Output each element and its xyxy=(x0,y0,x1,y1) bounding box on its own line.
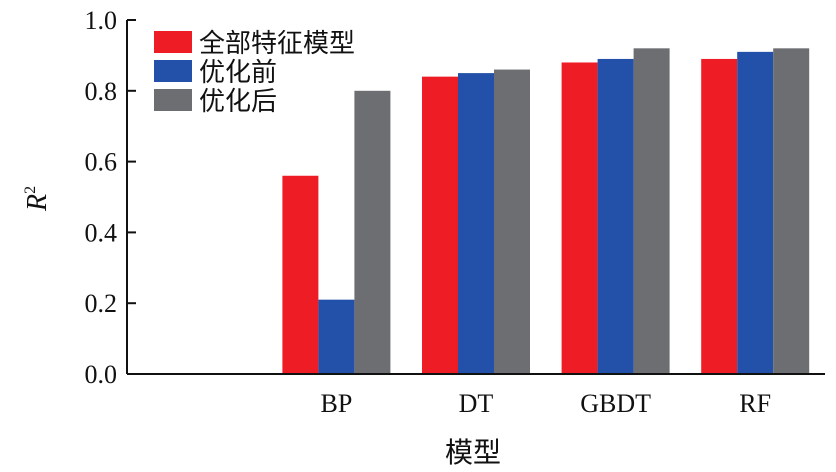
y-tick-label: 0.2 xyxy=(85,289,118,318)
bars-group xyxy=(282,48,810,375)
legend-label: 优化后 xyxy=(199,87,277,117)
bar-gbdt-series-1 xyxy=(597,58,634,374)
y-tick-label: 0.6 xyxy=(85,148,118,177)
x-tick-label: DT xyxy=(459,389,494,418)
legend-label: 全部特征模型 xyxy=(199,29,355,59)
y-tick-label: 0.0 xyxy=(85,360,118,389)
bar-rf-series-2 xyxy=(773,48,810,374)
y-tick-label: 0.4 xyxy=(85,218,118,247)
y-ticks-group: 0.0 0.2 0.4 0.6 0.8 1.0 xyxy=(85,6,136,389)
bar-rf-series-1 xyxy=(737,51,774,375)
y-tick-label: 0.8 xyxy=(85,77,118,106)
x-axis-title: 模型 xyxy=(445,436,501,469)
y-axis-title-main: R xyxy=(22,194,53,212)
bar-bp-series-0 xyxy=(282,175,319,374)
x-tick-label: RF xyxy=(739,389,771,418)
bar-bp-series-2 xyxy=(354,90,391,375)
bar-dt-series-1 xyxy=(458,73,494,374)
bar-dt-series-2 xyxy=(494,69,530,374)
x-ticks-group: BP DT GBDT RF xyxy=(320,389,771,418)
axes-group xyxy=(126,20,825,375)
legend-swatch xyxy=(154,89,192,111)
x-tick-label: GBDT xyxy=(580,389,651,418)
bar-bp-series-1 xyxy=(318,299,355,374)
y-axis-title-superscript: 2 xyxy=(22,186,39,194)
legend-swatch xyxy=(154,60,192,82)
bar-rf-series-0 xyxy=(701,58,738,374)
bar-dt-series-0 xyxy=(422,76,458,374)
bar-gbdt-series-0 xyxy=(561,62,598,374)
x-tick-label: BP xyxy=(320,389,352,418)
y-tick-label: 1.0 xyxy=(85,6,118,35)
y-axis-title: R2 xyxy=(22,186,53,212)
legend-swatch xyxy=(154,31,192,53)
bar-gbdt-series-2 xyxy=(633,48,670,374)
legend-label: 优化前 xyxy=(199,58,277,88)
